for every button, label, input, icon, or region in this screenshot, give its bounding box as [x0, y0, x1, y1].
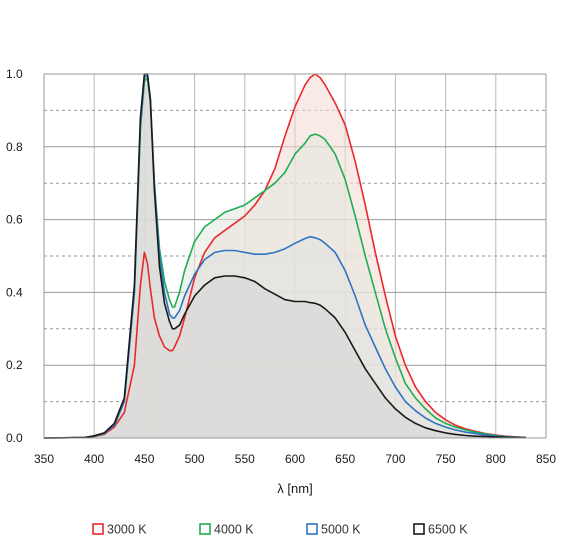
series-line-3000k [43, 73, 526, 439]
legend-item: 3000 K [92, 523, 147, 537]
legend-label: 4000 K [214, 523, 254, 537]
y-tick-labels: 0.0 0.2 0.4 0.6 0.8 1.0 [6, 67, 23, 445]
x-tick-label: 850 [536, 452, 556, 466]
y-tick-label: 0.4 [6, 285, 23, 299]
x-tick-label: 800 [486, 452, 506, 466]
x-tick-label: 550 [235, 452, 255, 466]
x-axis-title: λ [nm] [277, 481, 312, 496]
x-tick-label: 650 [335, 452, 355, 466]
x-tick-labels: 350 400 450 500 550 600 650 700 750 800 850 [34, 452, 556, 466]
x-tick-label: 400 [84, 452, 104, 466]
legend-item: 6500 K [413, 523, 468, 537]
y-tick-label: 0.8 [6, 140, 23, 154]
x-tick-label: 500 [185, 452, 205, 466]
legend-item: 5000 K [306, 523, 361, 537]
legend: 3000 K 4000 K 5000 K 6500 K [92, 523, 468, 537]
legend-item: 4000 K [199, 523, 254, 537]
legend-label: 5000 K [321, 523, 361, 537]
plot-frame [43, 73, 547, 439]
x-tick-label: 750 [436, 452, 456, 466]
y-tick-label: 0.0 [6, 431, 23, 445]
x-tick-label: 450 [134, 452, 154, 466]
y-tick-label: 0.6 [6, 213, 23, 227]
legend-swatch [413, 523, 425, 535]
legend-label: 6500 K [428, 523, 468, 537]
x-tick-label: 600 [285, 452, 305, 466]
x-tick-label: 700 [385, 452, 405, 466]
legend-swatch [92, 523, 104, 535]
y-tick-label: 1.0 [6, 67, 23, 81]
legend-swatch [306, 523, 318, 535]
legend-swatch [199, 523, 211, 535]
x-tick-label: 350 [34, 452, 54, 466]
legend-label: 3000 K [107, 523, 147, 537]
y-tick-label: 0.2 [6, 358, 23, 372]
